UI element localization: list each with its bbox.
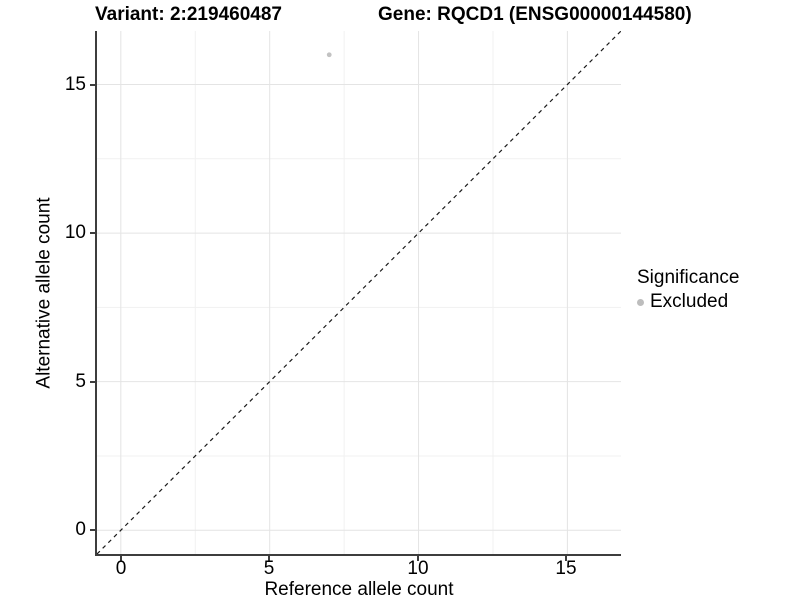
- y-tick-mark-10: [90, 232, 95, 234]
- identity-dashed-line: [97, 31, 621, 554]
- x-tick-mark-10: [417, 556, 419, 561]
- legend-item-label: Excluded: [650, 291, 729, 312]
- y-tick-mark-15: [90, 84, 95, 86]
- x-tick-mark-0: [120, 556, 122, 561]
- y-tick-label-0: 0: [75, 519, 86, 540]
- legend-title: Significance: [637, 267, 740, 288]
- y-axis-title-text: Alternative allele count: [34, 196, 56, 389]
- x-axis-title: Reference allele count: [264, 579, 454, 600]
- y-tick-label-10: 10: [64, 222, 86, 243]
- x-tick-mark-15: [565, 556, 567, 561]
- plot-panel: [95, 31, 621, 556]
- plot-canvas: [97, 31, 621, 554]
- data-point-excluded: [326, 52, 332, 58]
- y-tick-mark-0: [90, 529, 95, 531]
- excluded-swatch-icon: [637, 298, 644, 306]
- x-tick-label-10: 10: [407, 558, 429, 579]
- x-tick-mark-5: [268, 556, 270, 561]
- gene-title: Gene: RQCD1 (ENSG00000144580): [378, 4, 692, 25]
- y-tick-label-15: 15: [64, 74, 86, 95]
- x-tick-label-0: 0: [115, 558, 127, 579]
- legend: Significance Excluded: [637, 267, 739, 313]
- y-tick-label-5: 5: [75, 371, 86, 392]
- legend-item-excluded: Excluded: [637, 291, 739, 313]
- y-axis-title: Alternative allele count: [32, 31, 58, 554]
- variant-title: Variant: 2:219460487: [95, 4, 282, 25]
- x-tick-label-15: 15: [555, 558, 577, 579]
- y-tick-mark-5: [90, 381, 95, 383]
- x-tick-label-5: 5: [263, 558, 275, 579]
